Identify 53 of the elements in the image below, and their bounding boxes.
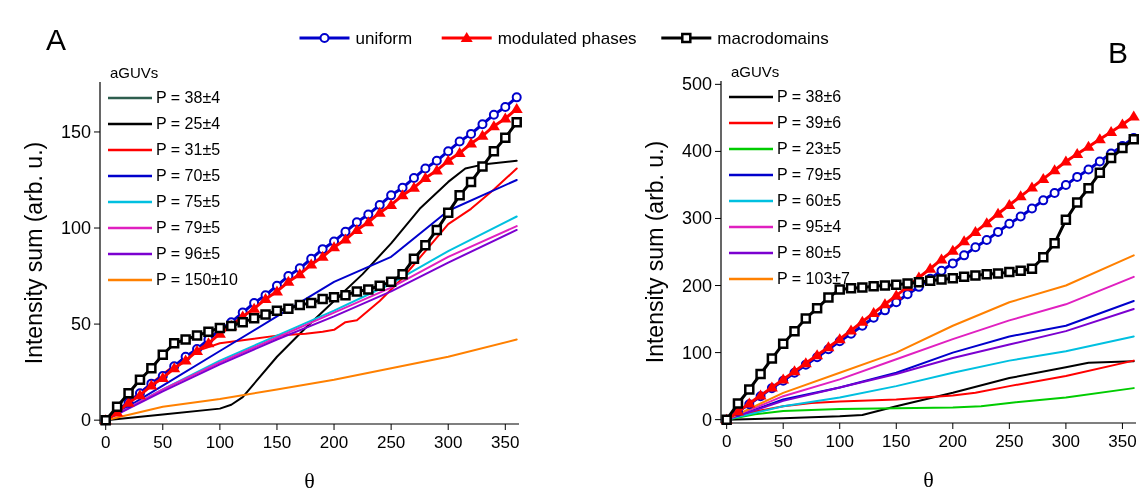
legend-label: P = 60±5 [777, 192, 842, 209]
x-tick-label: 150 [262, 433, 292, 452]
y-axis-title: Intensity sum (arb. u.) [21, 141, 47, 365]
x-tick-label: 100 [205, 433, 235, 452]
legend-label: modulated phases [497, 29, 637, 48]
legend-title: aGUVs [731, 63, 780, 80]
legend-label: P = 70±5 [156, 167, 221, 184]
y-tick-label: 200 [681, 275, 712, 296]
text: B [1108, 36, 1129, 69]
legend-label: P = 25±4 [156, 115, 221, 132]
legend-label: macrodomains [717, 29, 829, 48]
legend-label: P = 80±5 [777, 244, 842, 261]
x-tick-label: 200 [319, 433, 349, 452]
y-tick-label: 100 [60, 218, 91, 239]
legend-label: P = 79±5 [777, 166, 842, 183]
legend-label: P = 31±5 [156, 141, 221, 158]
y-tick-label: 0 [80, 410, 91, 431]
legend-label: P = 38±6 [777, 88, 842, 105]
x-tick-label: 250 [376, 433, 406, 452]
legend-label: P = 75±5 [156, 193, 221, 210]
x-tick-label: 300 [434, 433, 463, 452]
legend-label: P = 79±5 [156, 219, 221, 236]
x-tick-label: 0 [100, 433, 111, 452]
legend-label: P = 23±5 [777, 140, 842, 157]
x-axis-title: θ [304, 468, 315, 493]
text: A [46, 23, 67, 56]
legend-title: aGUVs [110, 64, 159, 81]
legend-label: P = 103±7 [777, 270, 851, 287]
x-tick-label: 100 [825, 432, 854, 451]
y-tick-label: 400 [681, 141, 712, 162]
x-tick-label: 0 [721, 432, 732, 451]
legend-label: P = 95±4 [777, 218, 842, 235]
x-tick-label: 50 [773, 432, 793, 451]
y-tick-label: 150 [60, 121, 91, 142]
y-tick-label: 50 [70, 314, 91, 335]
x-tick-label: 300 [1051, 432, 1081, 451]
y-tick-label: 500 [681, 74, 712, 95]
x-tick-label: 50 [153, 433, 173, 452]
legend-label: P = 38±4 [156, 89, 221, 106]
legend-label: P = 96±5 [156, 245, 221, 262]
y-tick-label: 100 [681, 342, 712, 363]
x-tick-label: 350 [1108, 432, 1137, 451]
x-tick-label: 150 [882, 432, 911, 451]
x-tick-label: 200 [938, 432, 967, 451]
x-tick-label: 350 [491, 433, 520, 452]
legend-label: P = 39±6 [777, 114, 842, 131]
legend-label: P = 150±10 [156, 271, 238, 288]
y-axis-title: Intensity sum (arb. u.) [642, 140, 668, 364]
x-tick-label: 250 [995, 432, 1024, 451]
y-tick-label: 300 [681, 208, 712, 229]
x-axis-title: θ [923, 467, 934, 492]
y-tick-label: 0 [701, 409, 712, 430]
legend-label: uniform [355, 29, 413, 48]
